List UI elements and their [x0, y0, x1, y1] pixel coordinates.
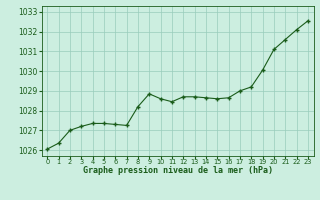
X-axis label: Graphe pression niveau de la mer (hPa): Graphe pression niveau de la mer (hPa) [83, 166, 273, 175]
